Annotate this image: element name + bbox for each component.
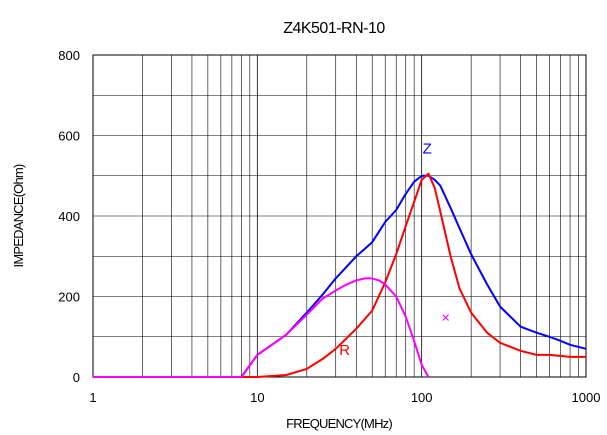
y-tick-label: 600 [58, 129, 80, 144]
y-axis-label: IMPEDANCE(Ohm) [11, 164, 26, 267]
series-annotation-label: × [441, 310, 450, 327]
grid-lines [93, 55, 586, 377]
annotations: Z R × [339, 141, 450, 359]
tick-labels: 1 10 100 1000 0 200 400 600 800 [58, 48, 600, 405]
series-annotation-label: Z [423, 141, 432, 158]
y-tick-label: 400 [58, 209, 80, 224]
series-annotation-label: R [339, 342, 350, 359]
plot-frame [92, 54, 587, 378]
series-line-r [93, 172, 586, 378]
chart-title: Z4K501-RN-10 [283, 20, 385, 37]
x-tick-label: 100 [411, 390, 433, 405]
y-tick-label: 800 [58, 48, 80, 63]
x-tick-label: 10 [250, 390, 264, 405]
x-axis-label: FREQUENCY(MHz) [286, 416, 392, 431]
y-tick-label: 0 [73, 370, 80, 385]
series-line-x [93, 277, 430, 378]
x-tick-label: 1000 [572, 390, 601, 405]
series-lines [93, 172, 587, 378]
x-tick-label: 1 [89, 390, 96, 405]
y-tick-label: 200 [58, 290, 80, 305]
